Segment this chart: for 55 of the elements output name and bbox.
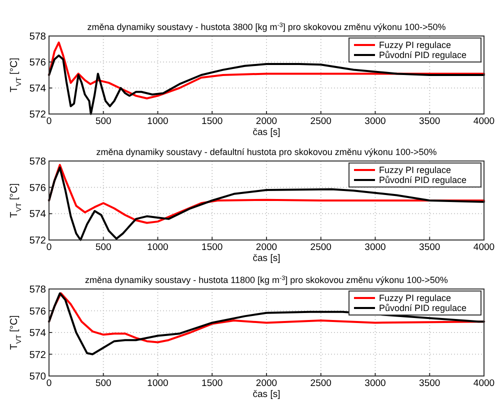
y-tick-label: 570 (29, 372, 46, 382)
y-tick-label: 572 (29, 236, 46, 246)
x-tick-label: 0 (46, 242, 52, 253)
y-tick-label: 572 (29, 110, 46, 120)
y-tick-label: 576 (29, 306, 46, 318)
x-tick-label: 2000 (256, 378, 278, 389)
x-axis-title: čas [s] (252, 253, 280, 264)
y-tick-label: 578 (29, 284, 46, 296)
chart-title: změna dynamiky soustavy - hustota 11800 [kg m$^{-3}$] pro skokovou změnu výkonu 100->50% (85, 274, 448, 285)
x-tick-label: 3500 (419, 242, 440, 253)
legend-label: Původní PID regulace (379, 175, 467, 185)
x-tick-label: 4000 (473, 242, 495, 253)
x-tick-label: 500 (95, 116, 112, 127)
x-tick-label: 3000 (364, 116, 386, 127)
x-tick-label: 1500 (202, 242, 223, 253)
legend-label: Původní PID regulace (379, 303, 467, 313)
legend-label: Původní PID regulace (379, 50, 467, 60)
x-tick-label: 0 (46, 116, 52, 127)
y-tick-label: 574 (29, 209, 46, 220)
x-tick-label: 1500 (202, 378, 223, 389)
x-tick-label: 1000 (147, 116, 168, 127)
x-tick-label: 4000 (473, 378, 495, 389)
x-tick-label: 2500 (310, 242, 332, 253)
x-tick-label: 4000 (473, 116, 495, 127)
x-tick-label: 2500 (310, 116, 332, 127)
x-tick-label: 500 (95, 242, 112, 253)
line-series (48, 292, 485, 356)
x-tick-label: 2000 (256, 116, 278, 127)
legend-label: Fuzzy PI regulace (379, 293, 452, 303)
y-tick-label: 574 (29, 328, 46, 339)
y-tick-label: 576 (29, 58, 46, 68)
line-series (48, 166, 485, 241)
x-tick-label: 0 (46, 378, 52, 389)
line-series (48, 42, 485, 100)
x-tick-label: 3500 (419, 378, 440, 389)
x-tick-label: 500 (95, 378, 112, 389)
x-tick-label: 1000 (147, 242, 168, 253)
x-tick-label: 3000 (364, 378, 386, 389)
y-tick-label: 578 (29, 156, 46, 168)
x-tick-label: 1000 (147, 378, 168, 389)
chart-title: změna dynamiky soustavy - hustota 3800 [kg m$^{-3}$] pro skokovou změnu výkonu 100->50% (87, 22, 446, 32)
x-tick-label: 2000 (256, 242, 278, 253)
chart-title: změna dynamiky soustavy - defaultní hustota pro skokovou změnu výkonu 100->50% (96, 147, 437, 157)
legend-label: Fuzzy PI regulace (379, 40, 452, 50)
legend-label: Fuzzy PI regulace (379, 165, 452, 175)
y-tick-label: 572 (29, 350, 46, 361)
y-tick-label: 574 (29, 84, 46, 94)
y-tick-label: 578 (29, 32, 46, 42)
x-axis-title: čas [s] (252, 127, 280, 138)
x-axis-title: čas [s] (252, 389, 280, 400)
x-tick-label: 1500 (202, 116, 223, 127)
y-tick-label: 576 (29, 182, 46, 194)
x-tick-label: 3500 (419, 116, 440, 127)
x-tick-label: 2500 (310, 378, 332, 389)
x-tick-label: 3000 (364, 242, 386, 253)
